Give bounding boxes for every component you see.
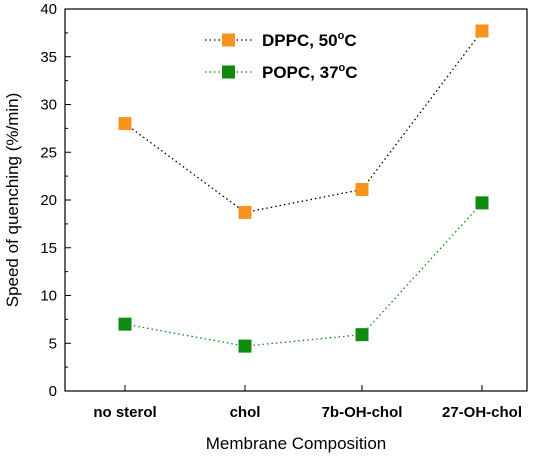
- legend-marker: [222, 65, 235, 79]
- legend-label: POPC, 37oC: [262, 62, 358, 82]
- y-tick-label: 0: [49, 383, 57, 400]
- data-point-marker: [118, 117, 132, 131]
- y-tick-label: 15: [40, 240, 57, 257]
- data-point-marker: [475, 196, 489, 210]
- legend-label: DPPC, 50oC: [262, 30, 357, 50]
- y-axis-ticks: 0 5 10 15 20 25 30 35 40: [40, 1, 71, 400]
- y-tick-label: 35: [40, 49, 57, 66]
- x-tick-label: 27-OH-chol: [442, 404, 522, 421]
- series-line: [124, 30, 483, 214]
- x-axis-title: Membrane Composition: [206, 434, 386, 453]
- x-tick-label: 7b-OH-chol: [322, 404, 403, 421]
- series-line: [124, 202, 483, 347]
- y-axis-title: Speed of quenching (%/min): [3, 93, 22, 308]
- x-tick-label: chol: [230, 404, 261, 421]
- y-tick-label: 20: [40, 192, 57, 209]
- y-tick-label: 30: [40, 97, 57, 114]
- data-point-marker: [118, 317, 132, 331]
- data-point-marker: [475, 24, 489, 38]
- x-axis-ticks: no sterol chol 7b-OH-chol 27-OH-chol: [93, 385, 522, 421]
- data-point-marker: [355, 328, 369, 342]
- legend: DPPC, 50oC POPC, 37oC: [205, 30, 358, 82]
- y-tick-label: 5: [49, 335, 57, 352]
- y-tick-label: 10: [40, 288, 57, 305]
- series-layer: [118, 24, 489, 353]
- y-tick-label: 25: [40, 144, 57, 161]
- y-tick-label: 40: [40, 1, 57, 18]
- legend-marker: [222, 33, 235, 47]
- x-tick-label: no sterol: [93, 404, 156, 421]
- data-point-marker: [238, 339, 252, 353]
- data-point-marker: [355, 182, 369, 196]
- data-point-marker: [238, 205, 252, 219]
